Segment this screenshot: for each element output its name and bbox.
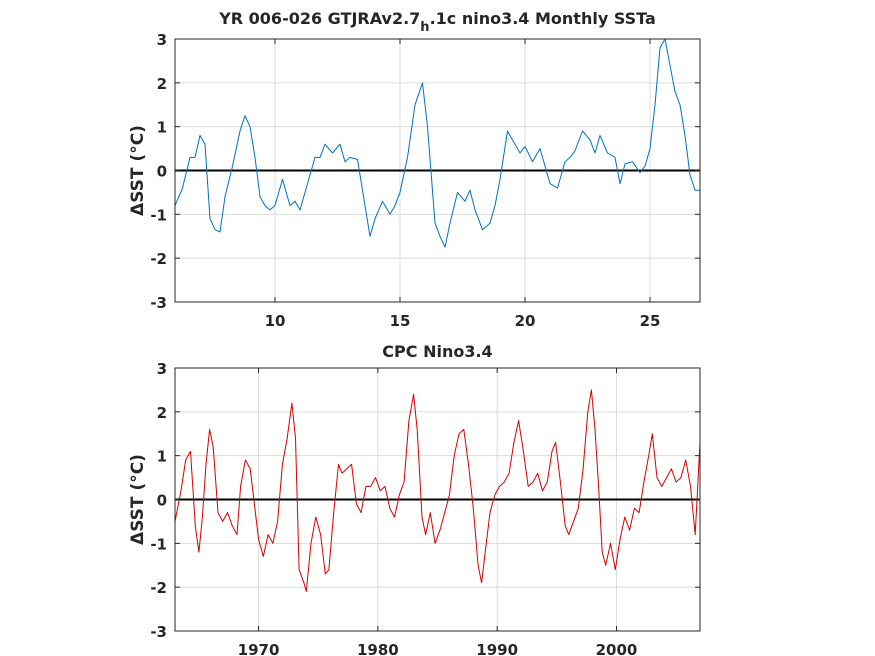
y-tick-label: 0 — [157, 163, 167, 181]
y-tick-label: -3 — [150, 623, 167, 641]
title-part: .1c nino3.4 Monthly SSTa — [430, 9, 656, 28]
x-tick-label: 1980 — [357, 641, 399, 656]
y-tick-label: 3 — [157, 360, 167, 378]
chart-title: CPC Nino3.4 — [382, 342, 492, 361]
y-tick-label: -1 — [150, 535, 167, 553]
x-tick-label: 25 — [640, 312, 661, 330]
y-tick-label: -2 — [150, 579, 167, 597]
chart-title: YR 006-026 GTJRAv2.7h.1c nino3.4 Monthly… — [218, 9, 656, 35]
chart-panel-1: 10 15 20 25 -3 -2 -1 0 1 2 3 ΔSST (°C) YR 006-026 GT… — [128, 9, 701, 330]
x-tick-label: 2000 — [596, 641, 638, 656]
y-axis-label: ΔSST (°C) — [128, 125, 148, 216]
x-tick-label: 1990 — [476, 641, 518, 656]
chart-panel-2: 1970 1980 1990 2000 -3 -2 -1 0 1 2 3 ΔSST (°C) CPC N… — [128, 342, 701, 656]
y-tick-label: -1 — [150, 206, 167, 224]
y-tick-label: 1 — [157, 119, 167, 137]
y-tick-label: -2 — [150, 250, 167, 268]
y-axis-label: ΔSST (°C) — [128, 454, 148, 545]
title-subscript: h — [420, 20, 429, 35]
x-tick-label: 20 — [515, 312, 536, 330]
y-tick-label: 0 — [157, 492, 167, 510]
title-part: CPC Nino3.4 — [382, 342, 492, 361]
title-part: YR 006-026 GTJRAv2.7 — [218, 9, 420, 28]
y-tick-label: 2 — [157, 404, 167, 422]
y-tick-label: 2 — [157, 75, 167, 93]
x-tick-label: 1970 — [238, 641, 280, 656]
y-tick-label: -3 — [150, 294, 167, 312]
y-tick-label: 1 — [157, 448, 167, 466]
series-line — [175, 39, 700, 248]
series-line — [175, 389, 700, 592]
x-tick-label: 15 — [390, 312, 411, 330]
y-tick-label: 3 — [157, 31, 167, 49]
x-tick-label: 10 — [265, 312, 286, 330]
